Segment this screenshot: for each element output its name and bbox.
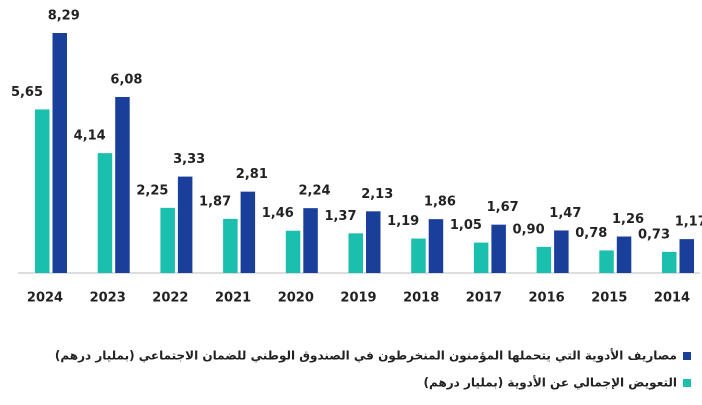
value-label: 2,13 [361, 187, 393, 202]
value-label: 1,05 [450, 218, 482, 233]
value-label: 1,37 [324, 209, 356, 224]
value-label: 1,87 [199, 194, 231, 209]
value-label: 5,65 [11, 85, 43, 100]
bar [35, 109, 50, 273]
bar [554, 230, 569, 273]
x-tick-label: 2015 [591, 291, 627, 306]
bar [599, 250, 614, 273]
bar [223, 218, 238, 273]
value-label: 2,81 [236, 167, 268, 182]
bar [616, 236, 632, 273]
x-tick-label: 2021 [215, 291, 251, 306]
bar [428, 219, 444, 273]
value-label: 1,17 [675, 215, 702, 230]
value-label: 0,78 [575, 226, 607, 241]
legend-label: مصاريف الأدوية التي يتحملها المؤمنون الم… [55, 348, 677, 364]
value-label: 4,14 [74, 129, 106, 144]
value-label: 3,33 [173, 152, 205, 167]
bar [679, 239, 694, 273]
value-label: 6,08 [110, 72, 142, 87]
bar [491, 224, 506, 273]
x-tick-label: 2016 [529, 291, 565, 306]
bar [536, 246, 552, 273]
bar [97, 153, 113, 273]
bar [160, 207, 175, 273]
value-label: 2,24 [299, 184, 331, 199]
x-tick-label: 2019 [340, 291, 376, 306]
x-tick-label: 2018 [403, 291, 439, 306]
value-label: 0,73 [638, 227, 670, 242]
value-label: 1,46 [262, 206, 294, 221]
value-label: 8,29 [48, 9, 80, 24]
bar [177, 176, 193, 273]
bar [348, 233, 363, 273]
bar [240, 191, 256, 273]
x-tick-label: 2023 [90, 291, 126, 306]
bar [366, 211, 381, 273]
legend-label: التعويض الإجمالي عن الأدوية (بمليار درهم… [424, 375, 677, 391]
legend-swatch [683, 379, 691, 387]
value-label: 1,67 [487, 200, 519, 215]
value-label: 0,90 [513, 222, 545, 237]
value-label: 1,86 [424, 195, 456, 210]
value-label: 1,47 [549, 206, 581, 221]
bar [115, 96, 130, 273]
x-tick-label: 2024 [27, 291, 63, 306]
bar [303, 208, 318, 273]
x-tick-label: 2017 [466, 291, 502, 306]
value-label: 1,26 [612, 212, 644, 227]
bar [473, 242, 489, 273]
x-tick-label: 2020 [278, 291, 314, 306]
bar [411, 238, 426, 273]
x-tick-label: 2022 [152, 291, 188, 306]
legend-swatch [683, 352, 691, 360]
x-tick-label: 2014 [654, 291, 690, 306]
bar [285, 230, 301, 273]
value-label: 2,25 [136, 183, 168, 198]
bar [52, 33, 67, 273]
bar [662, 251, 677, 273]
value-label: 1,19 [387, 214, 419, 229]
